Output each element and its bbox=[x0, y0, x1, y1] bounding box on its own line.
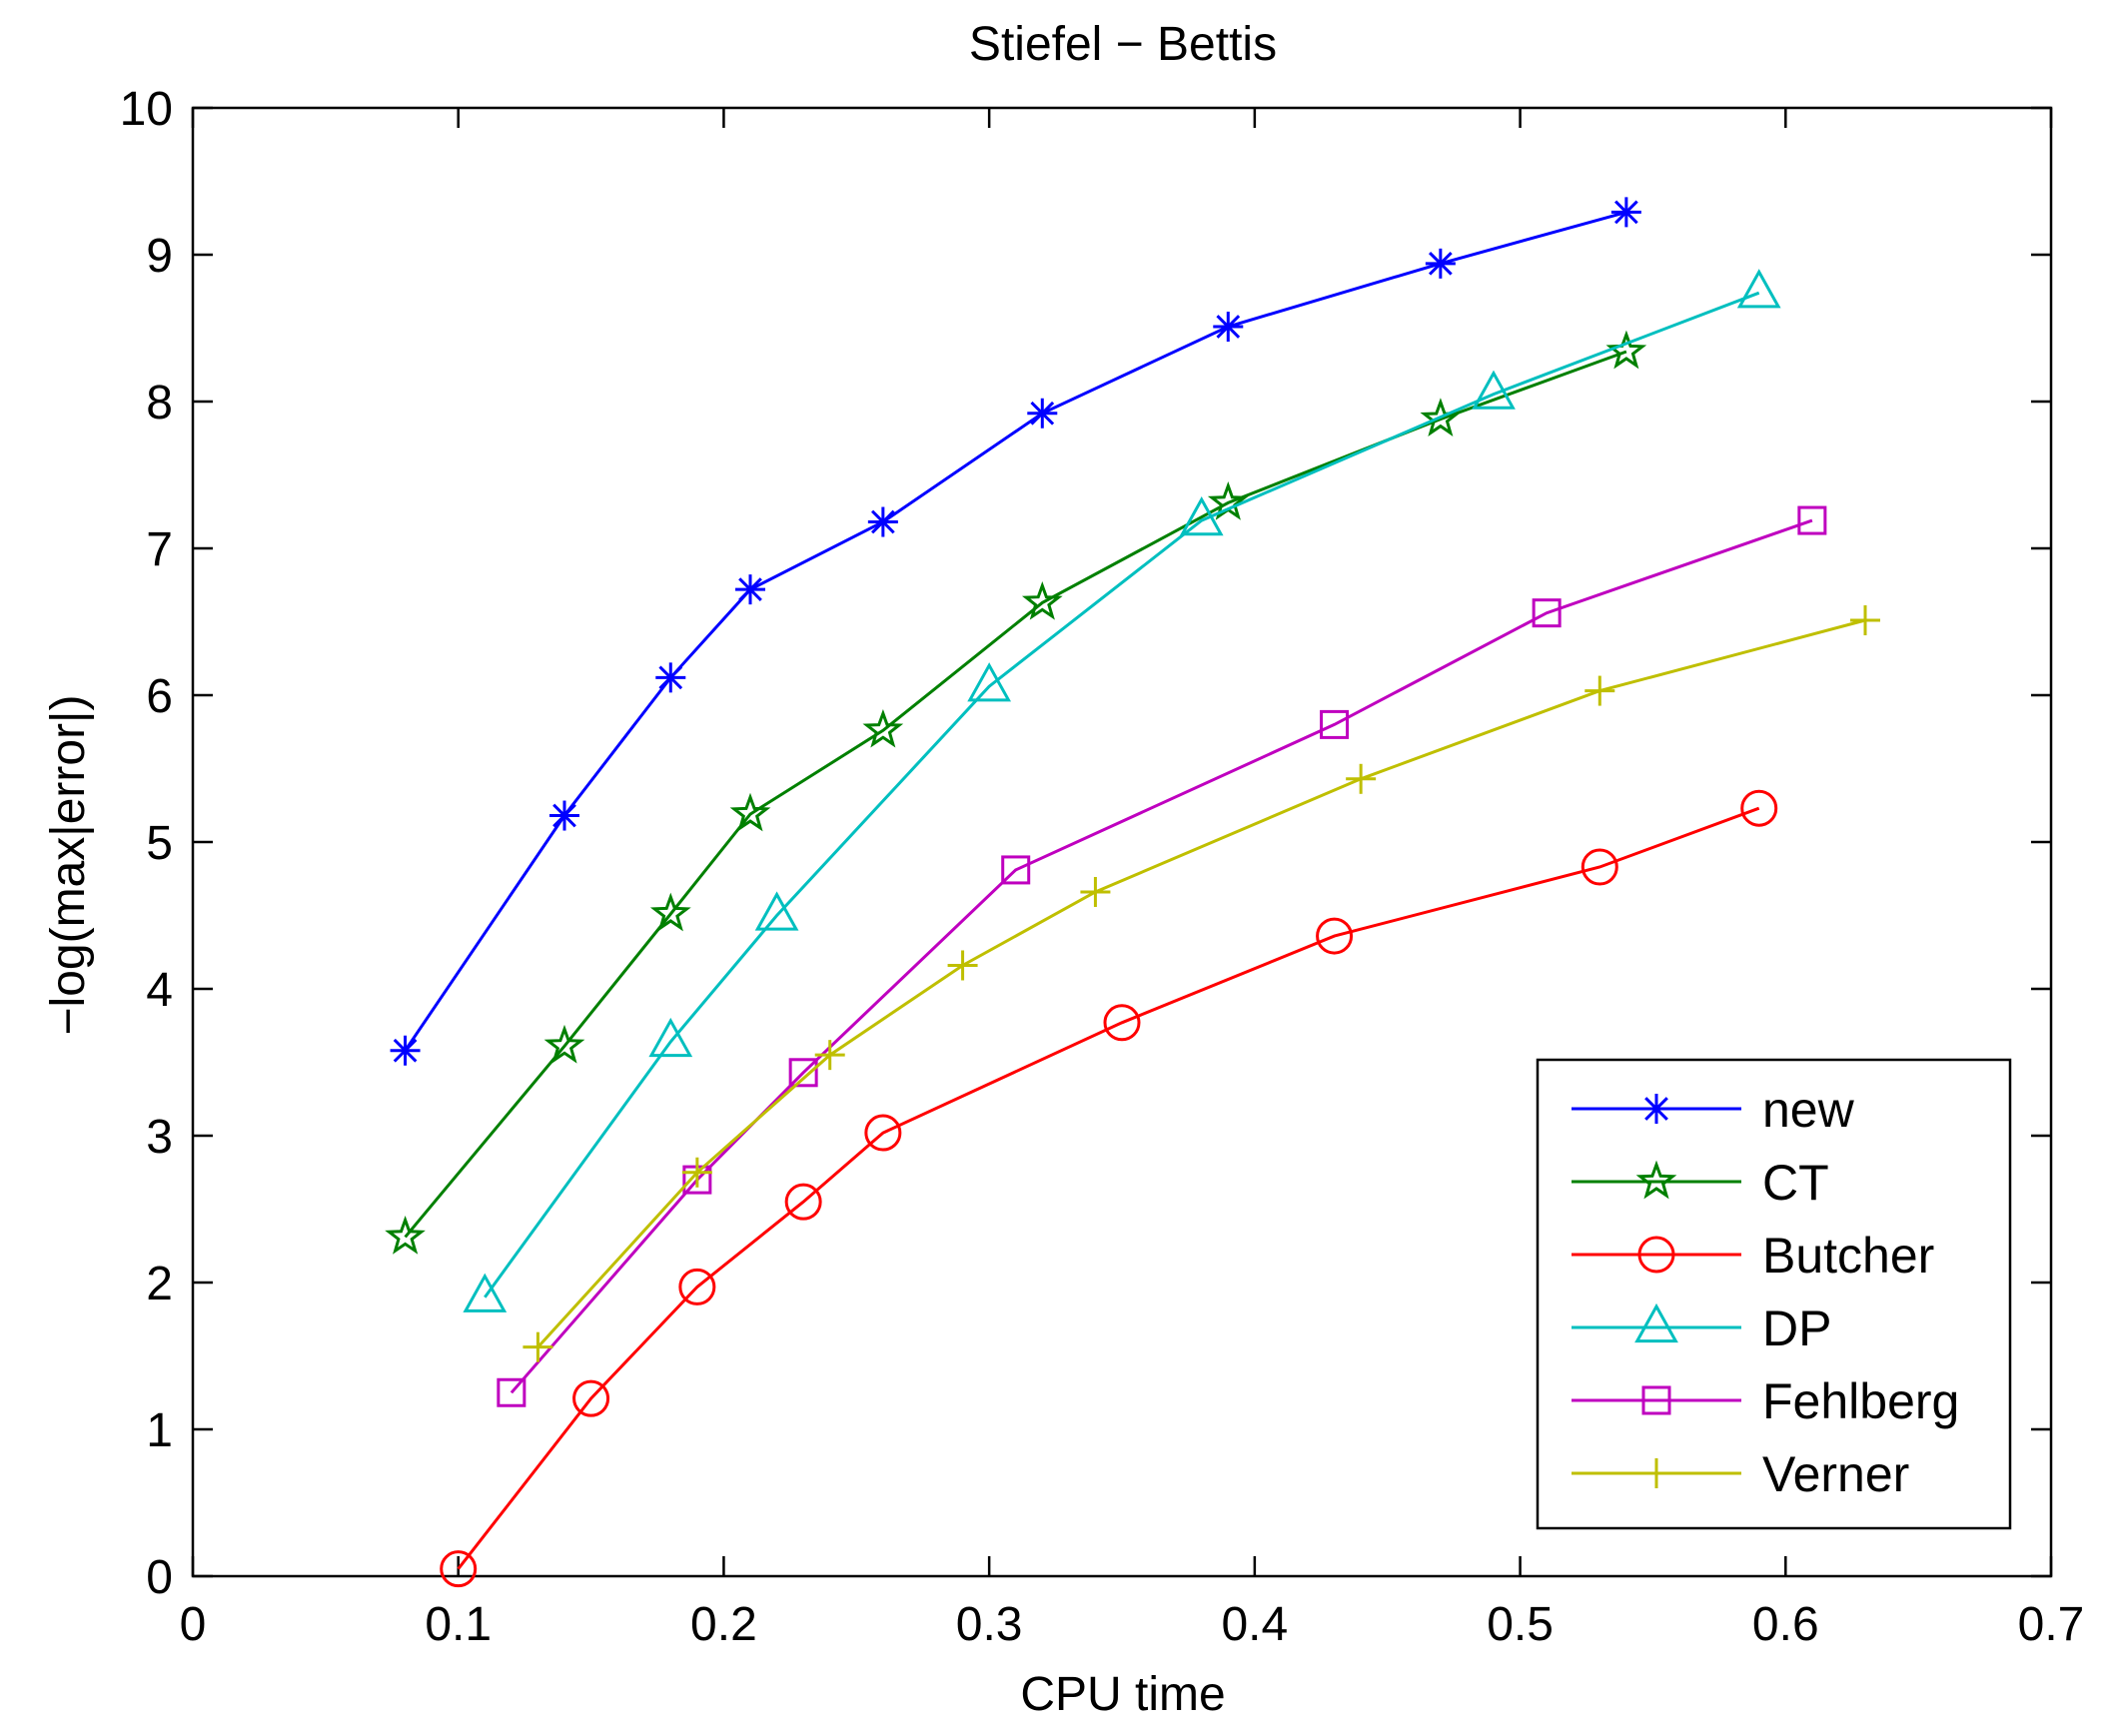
data-point-verner bbox=[523, 1331, 553, 1362]
x-tick-label: 0.7 bbox=[2018, 1598, 2085, 1651]
data-point-fehlberg bbox=[1001, 855, 1031, 885]
y-tick-label: 9 bbox=[146, 230, 173, 283]
data-point-butcher bbox=[440, 1550, 478, 1588]
data-point-butcher bbox=[1740, 789, 1778, 827]
x-tick-label: 0.2 bbox=[690, 1598, 757, 1651]
y-tick-label: 10 bbox=[120, 83, 173, 136]
x-tick-label: 0.6 bbox=[1752, 1598, 1819, 1651]
data-point-new bbox=[1610, 197, 1641, 228]
data-point-dp bbox=[1472, 370, 1516, 410]
y-tick-label: 0 bbox=[146, 1551, 173, 1604]
x-axis-label: CPU time bbox=[1020, 1668, 1225, 1721]
data-point-ct bbox=[385, 1215, 426, 1255]
y-tick-label: 5 bbox=[146, 817, 173, 870]
data-point-ct bbox=[1420, 398, 1462, 436]
x-tick-label: 0.3 bbox=[956, 1598, 1023, 1651]
data-point-fehlberg bbox=[788, 1058, 818, 1088]
series-verner bbox=[523, 605, 1880, 1362]
data-point-butcher bbox=[1103, 1004, 1141, 1042]
legend-label: new bbox=[1762, 1082, 1855, 1138]
data-point-new bbox=[867, 506, 898, 537]
y-tick-label: 1 bbox=[146, 1404, 173, 1457]
data-point-fehlberg bbox=[1797, 505, 1827, 535]
series-dp bbox=[463, 269, 1781, 1312]
y-tick-label: 7 bbox=[146, 523, 173, 576]
data-point-dp bbox=[967, 662, 1012, 702]
y-tick-label: 6 bbox=[146, 670, 173, 723]
legend-entry-verner: Verner bbox=[1572, 1446, 1909, 1502]
data-point-ct bbox=[1605, 330, 1647, 370]
data-point-fehlberg bbox=[1532, 598, 1562, 628]
legend-entry-new: new bbox=[1572, 1082, 1855, 1138]
data-point-verner bbox=[1850, 605, 1880, 636]
legend-entry-ct: CT bbox=[1572, 1155, 1829, 1211]
data-point-butcher bbox=[678, 1268, 716, 1305]
data-point-dp bbox=[1736, 269, 1781, 309]
data-point-butcher bbox=[572, 1379, 610, 1417]
data-point-new bbox=[549, 800, 579, 831]
legend-label: DP bbox=[1762, 1301, 1831, 1356]
y-axis-label: −log(max|error|) bbox=[42, 694, 95, 1035]
chart-title: Stiefel − Bettis bbox=[969, 18, 1277, 71]
data-point-ct bbox=[543, 1024, 585, 1064]
legend-label: Fehlberg bbox=[1762, 1373, 1959, 1429]
x-tick-label: 0.4 bbox=[1221, 1598, 1288, 1651]
series-line-dp bbox=[484, 291, 1760, 1299]
series-butcher bbox=[440, 789, 1778, 1588]
x-tick-label: 0 bbox=[180, 1598, 207, 1651]
data-point-ct bbox=[649, 892, 691, 932]
legend-marker-ct bbox=[1635, 1160, 1677, 1200]
data-point-verner bbox=[1346, 763, 1377, 794]
data-point-butcher bbox=[784, 1183, 822, 1221]
legend-label: Butcher bbox=[1762, 1228, 1934, 1284]
data-point-fehlberg bbox=[1320, 709, 1350, 739]
legend-entry-butcher: Butcher bbox=[1572, 1228, 1934, 1284]
data-point-butcher bbox=[1316, 917, 1354, 955]
data-point-new bbox=[1027, 398, 1058, 429]
data-point-new bbox=[1425, 248, 1456, 279]
data-point-new bbox=[390, 1035, 421, 1066]
data-point-new bbox=[655, 662, 686, 693]
data-point-ct bbox=[1021, 581, 1063, 620]
legend-label: CT bbox=[1762, 1155, 1829, 1211]
y-tick-label: 8 bbox=[146, 377, 173, 430]
data-point-verner bbox=[1584, 675, 1615, 706]
legend-marker-fehlberg bbox=[1641, 1385, 1671, 1415]
y-tick-label: 3 bbox=[146, 1111, 173, 1164]
legend-marker-new bbox=[1641, 1094, 1671, 1124]
series-line-butcher bbox=[457, 806, 1760, 1570]
legend-box bbox=[1536, 1058, 2012, 1530]
series-new bbox=[390, 197, 1641, 1066]
data-point-verner bbox=[814, 1040, 845, 1071]
x-tick-label: 0.1 bbox=[425, 1598, 492, 1651]
legend-marker-butcher bbox=[1637, 1236, 1675, 1274]
series-line-verner bbox=[536, 618, 1866, 1348]
data-point-ct bbox=[862, 708, 904, 748]
legend-marker-verner bbox=[1641, 1458, 1671, 1488]
legend-entry-dp: DP bbox=[1572, 1301, 1831, 1356]
data-point-verner bbox=[947, 950, 978, 981]
data-point-butcher bbox=[864, 1114, 902, 1152]
data-point-dp bbox=[754, 891, 799, 931]
data-point-dp bbox=[1179, 495, 1224, 536]
x-tick-label: 0.5 bbox=[1487, 1598, 1554, 1651]
y-tick-label: 4 bbox=[146, 964, 173, 1017]
data-point-verner bbox=[681, 1157, 712, 1188]
data-point-new bbox=[735, 574, 765, 605]
data-point-new bbox=[1213, 312, 1244, 343]
data-point-dp bbox=[463, 1273, 508, 1312]
data-point-ct bbox=[729, 792, 771, 832]
legend-entry-fehlberg: Fehlberg bbox=[1572, 1373, 1959, 1429]
data-point-butcher bbox=[1581, 848, 1618, 886]
data-point-fehlberg bbox=[497, 1377, 527, 1407]
legend-marker-dp bbox=[1634, 1302, 1678, 1343]
legend-label: Verner bbox=[1762, 1446, 1909, 1502]
data-point-verner bbox=[1080, 876, 1111, 907]
data-point-dp bbox=[648, 1017, 693, 1058]
y-tick-label: 2 bbox=[146, 1258, 173, 1310]
